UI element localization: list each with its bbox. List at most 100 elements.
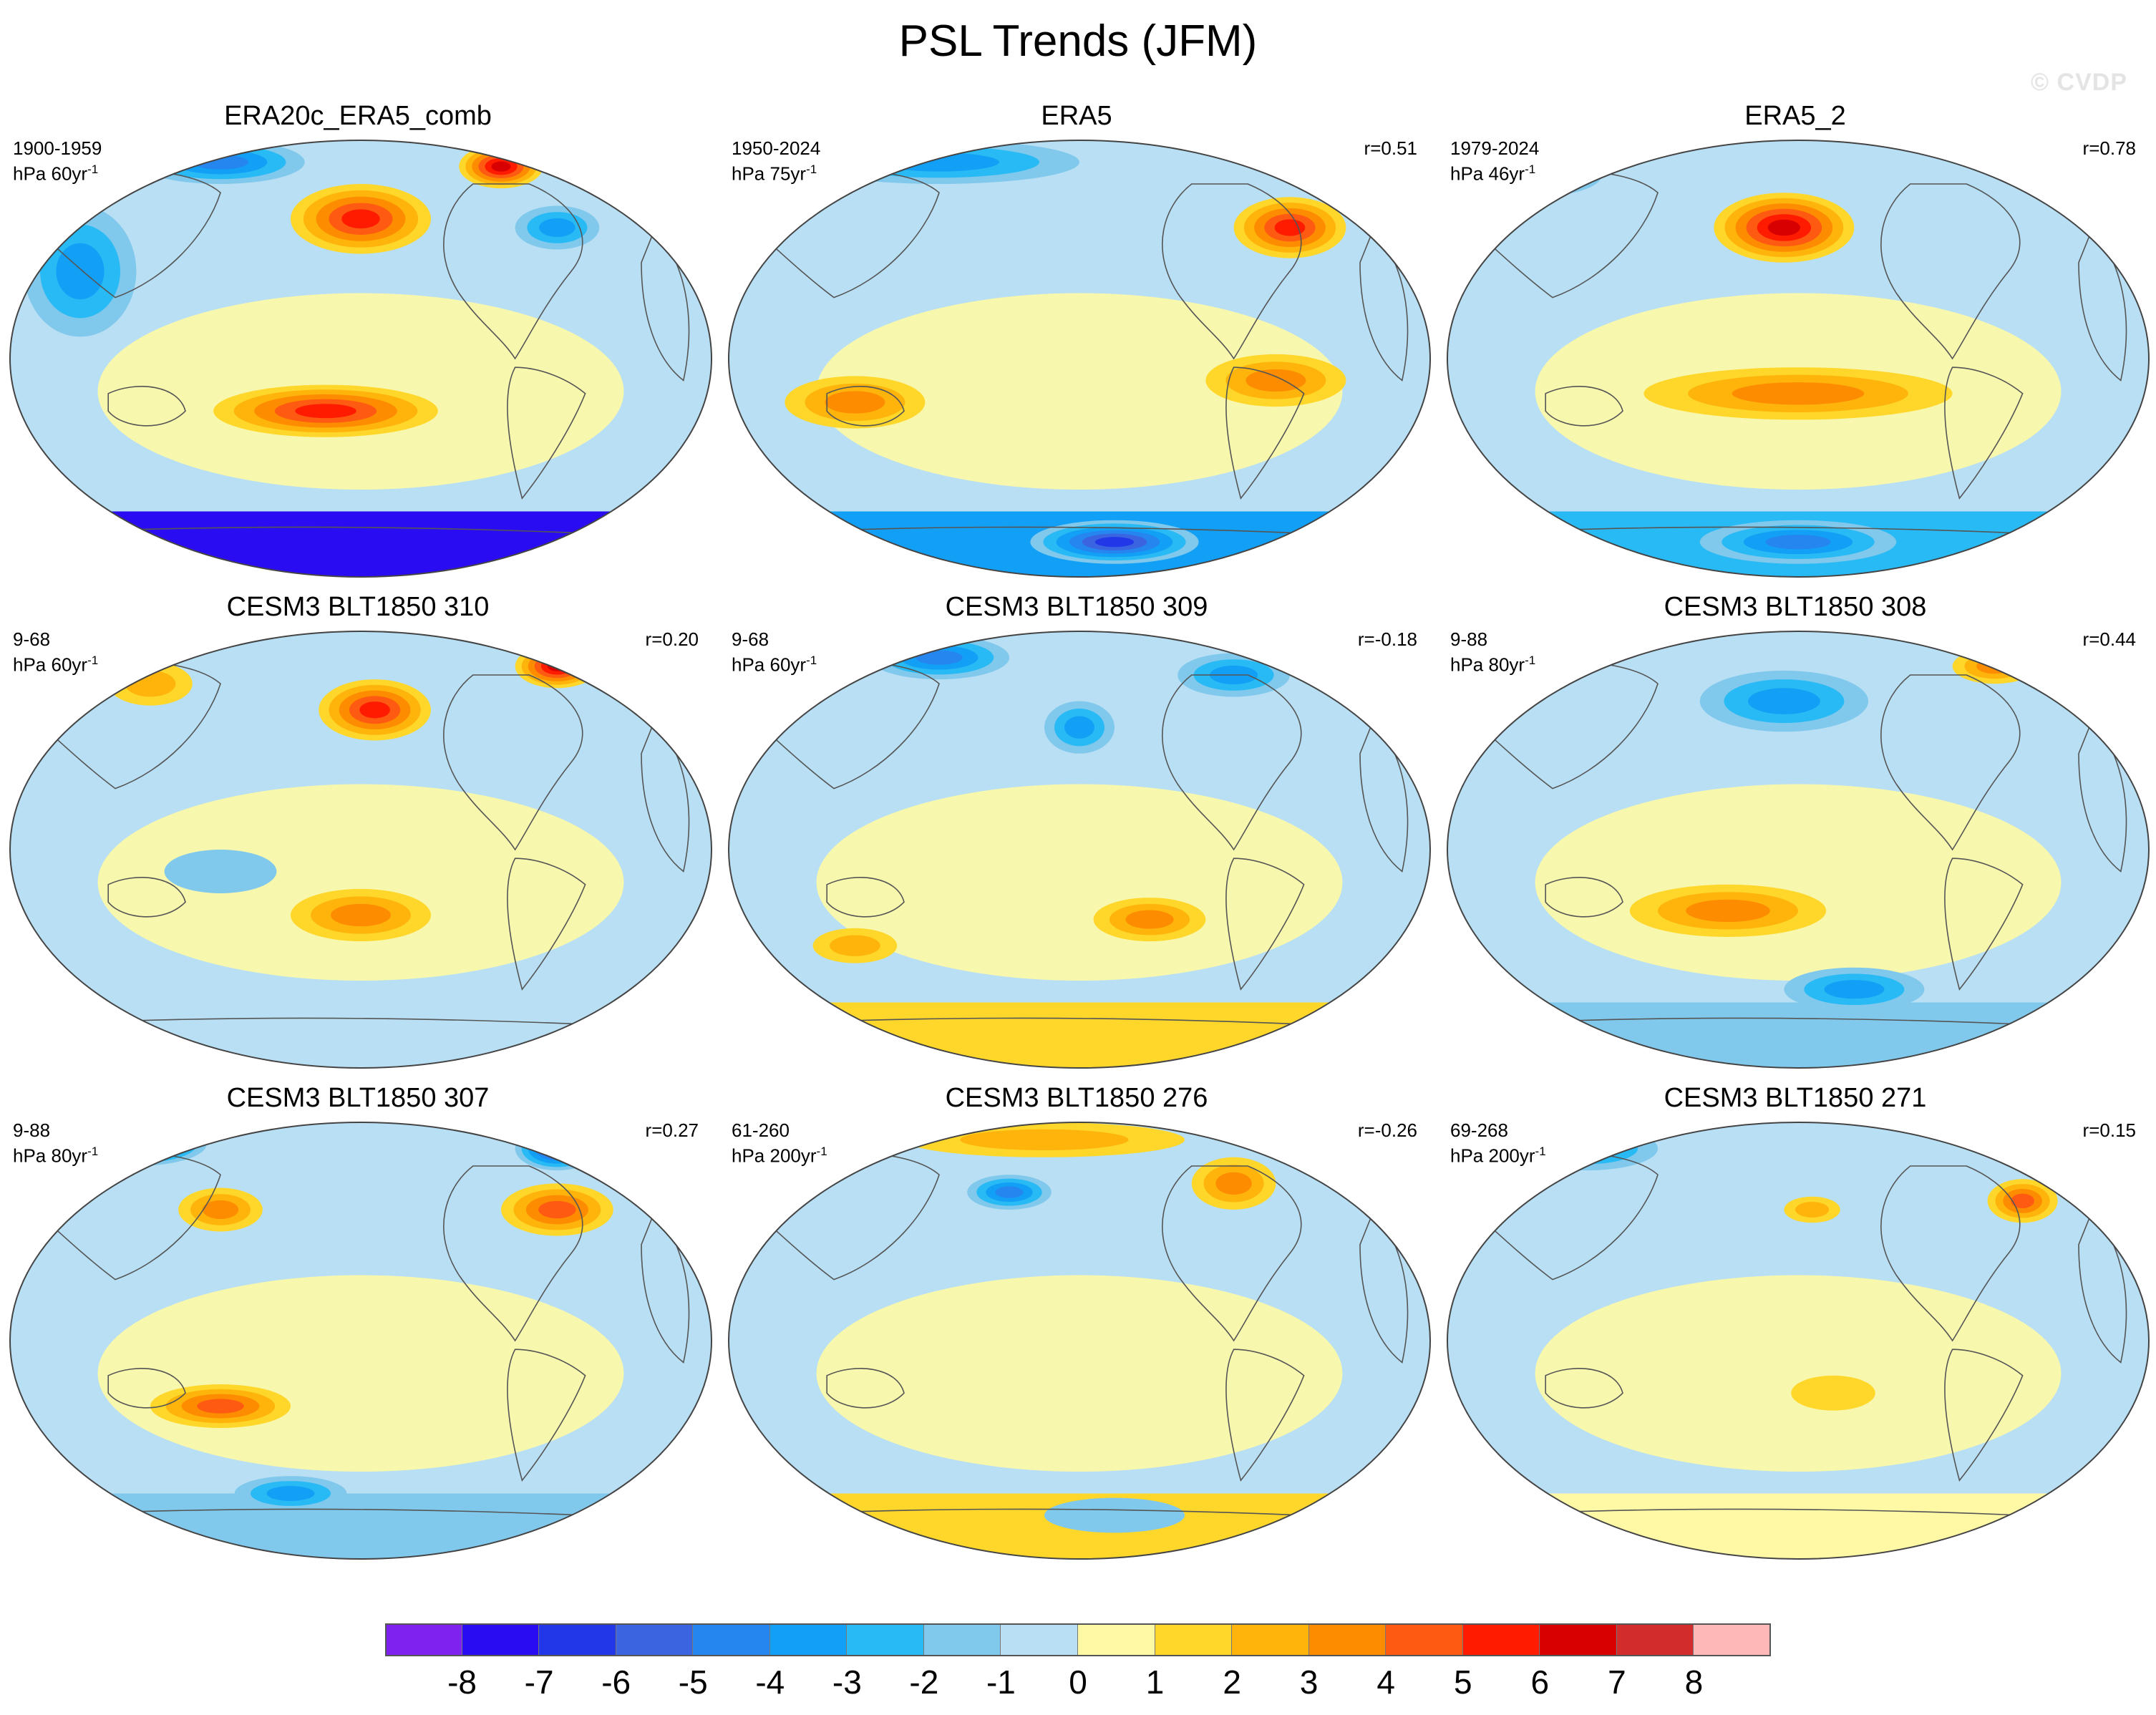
anomaly-contour	[916, 650, 963, 665]
panel-title: ERA5_2	[1744, 101, 1846, 131]
panel-units-text: hPa 80yr	[1450, 654, 1525, 676]
map-panel: ERA5_2 1979-2024 hPa 46yr-1 r=0.78	[1437, 100, 2153, 601]
panel-units: hPa 75yr-1	[732, 159, 817, 185]
panel-title: CESM3 BLT1850 276	[945, 1083, 1208, 1113]
coastline	[1545, 386, 1623, 427]
anomaly-contour	[1215, 1172, 1252, 1195]
anomaly-contour	[192, 155, 249, 170]
panel-title: CESM3 BLT1850 309	[945, 592, 1208, 622]
panel-years: 1950-2024	[732, 137, 821, 159]
colorbar-tick-label: -6	[601, 1663, 631, 1701]
units-exponent: -1	[87, 162, 99, 176]
panel-units: hPa 200yr-1	[732, 1141, 827, 1167]
coastline	[507, 858, 586, 991]
units-exponent: -1	[87, 654, 99, 667]
panel-units: hPa 60yr-1	[13, 650, 98, 676]
colorbar-swatch	[1386, 1623, 1463, 1656]
colorbar-tick-label: -2	[909, 1663, 939, 1701]
anomaly-contour	[538, 1200, 576, 1219]
anomaly-contour	[1558, 1139, 1618, 1158]
coastline	[1880, 183, 2021, 360]
coastline	[443, 1165, 583, 1342]
colorbar-tick-label: -1	[986, 1663, 1016, 1701]
panel-title: ERA20c_ERA5_comb	[224, 101, 492, 131]
panel-units-text: hPa 60yr	[13, 162, 88, 185]
panel-correlation: r=0.44	[2082, 628, 2136, 650]
coastline	[1225, 366, 1305, 500]
anomaly-contour	[1964, 654, 2025, 679]
panel-correlation: r=0.20	[645, 628, 699, 650]
coastline	[107, 386, 186, 427]
anomaly-contour	[164, 850, 277, 893]
panel-correlation: r=-0.18	[1357, 628, 1417, 650]
coastline	[1545, 877, 1623, 918]
panel-title: CESM3 BLT1850 307	[226, 1083, 490, 1113]
colorbar-tick-label: -5	[678, 1663, 708, 1701]
panel-units-text: hPa 80yr	[13, 1145, 88, 1167]
anomaly-contour	[122, 1140, 150, 1149]
colorbar-swatch	[1694, 1623, 1771, 1656]
southern-band	[729, 1002, 1430, 1068]
positive-region	[816, 293, 1343, 490]
anomaly-contour	[1125, 910, 1174, 929]
map-panel: CESM3 BLT1850 309 9-68 hPa 60yr-1 r=-0.18	[719, 591, 1434, 1092]
units-exponent: -1	[1525, 162, 1536, 176]
colorbar-swatch	[847, 1623, 924, 1656]
panel-units-text: hPa 60yr	[732, 654, 807, 676]
panel-correlation: r=0.51	[1364, 137, 1417, 159]
anomaly-contour	[830, 935, 880, 956]
trend-map	[9, 1122, 712, 1560]
colorbar-tick-label: 2	[1223, 1663, 1241, 1701]
positive-region	[1535, 1275, 2062, 1472]
positive-region	[97, 784, 624, 981]
coastline	[1225, 858, 1305, 991]
colorbar-swatch	[769, 1623, 848, 1656]
colorbar-tick-label: -8	[447, 1663, 477, 1701]
anomaly-contour	[84, 1128, 188, 1160]
colorbar-tick-label: 6	[1530, 1663, 1550, 1701]
colorbar-swatch	[462, 1623, 540, 1656]
southern-band	[10, 1493, 712, 1559]
anomaly-contour	[879, 152, 999, 172]
panel-correlation: r=0.78	[2082, 137, 2136, 159]
map-panel: CESM3 BLT1850 271 69-268 hPa 200yr-1 r=0.15	[1437, 1082, 2153, 1583]
map-panel: CESM3 BLT1850 276 61-260 hPa 200yr-1 r=-0.2…	[719, 1082, 1434, 1583]
anomaly-contour	[539, 218, 576, 238]
anomaly-contour	[1791, 1375, 1875, 1411]
colorbar-tick-label: 3	[1299, 1663, 1319, 1701]
map-outline	[1447, 1122, 2150, 1560]
units-exponent: -1	[806, 162, 817, 176]
figure-title: PSL Trends (JFM)	[898, 16, 1258, 66]
anomaly-contour	[1795, 1202, 1830, 1218]
trend-map	[728, 140, 1431, 578]
anomaly-contour	[960, 1129, 1129, 1151]
anomaly-contour	[112, 1137, 160, 1152]
anomaly-contour	[103, 1134, 170, 1155]
positive-region	[816, 1275, 1343, 1472]
anomaly-contour	[295, 404, 356, 419]
anomaly-contour	[1732, 382, 1865, 405]
positive-region	[97, 1275, 624, 1472]
colorbar-tick-label: 4	[1376, 1663, 1396, 1701]
colorbar-swatch	[923, 1623, 1001, 1656]
coastline	[1225, 1349, 1305, 1482]
map-outline	[1447, 140, 2150, 578]
southern-band	[1447, 1493, 2149, 1559]
anomaly-contour	[1245, 369, 1306, 392]
coastline	[1880, 674, 2021, 851]
anomaly-contour	[1765, 535, 1831, 550]
panel-units-text: hPa 200yr	[1450, 1145, 1535, 1167]
coastline	[443, 183, 583, 360]
panel-years: 1900-1959	[13, 137, 102, 159]
colorbar-tick-label: -4	[755, 1663, 785, 1701]
anomaly-contour	[197, 1399, 244, 1414]
panel-units-text: hPa 46yr	[1450, 162, 1525, 185]
panel-units-text: hPa 60yr	[13, 654, 88, 676]
panel-title: CESM3 BLT1850 308	[1664, 592, 1927, 622]
anomaly-contour	[1748, 688, 1820, 714]
coastline	[1944, 858, 2024, 991]
cvdp-watermark: © CVDP	[2031, 69, 2127, 96]
coastline	[826, 386, 905, 427]
anomaly-contour	[534, 1137, 581, 1161]
panel-title: ERA5	[1041, 101, 1112, 131]
